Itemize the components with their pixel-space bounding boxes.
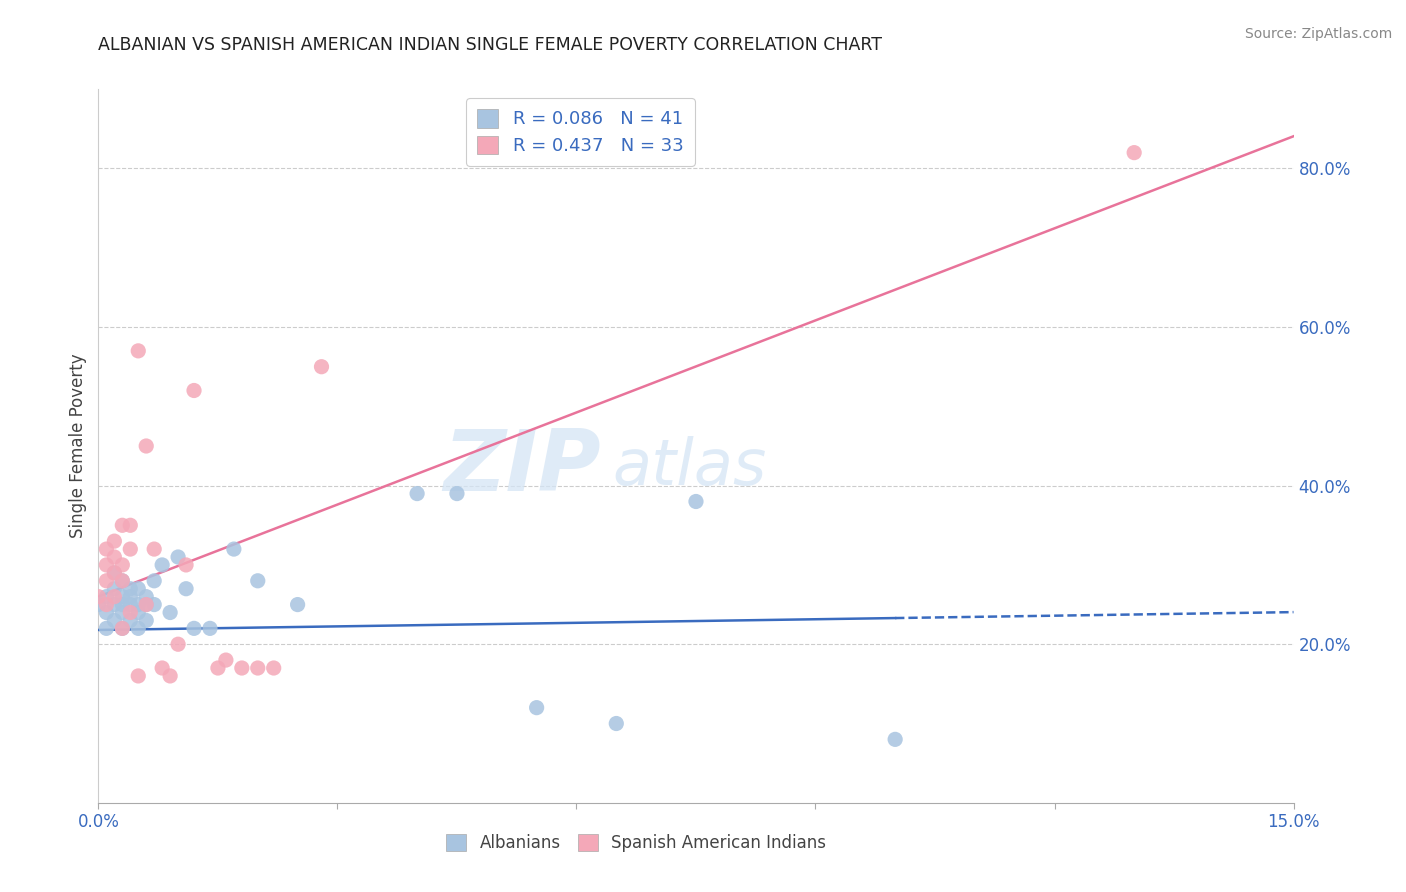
- Text: atlas: atlas: [613, 436, 766, 499]
- Point: [103, 614, 125, 628]
- Point: [96, 558, 118, 572]
- Point: [150, 661, 173, 675]
- Point: [198, 621, 221, 635]
- Point: [111, 606, 134, 620]
- Text: ALBANIAN VS SPANISH AMERICAN INDIAN SINGLE FEMALE POVERTY CORRELATION CHART: ALBANIAN VS SPANISH AMERICAN INDIAN SING…: [98, 36, 883, 54]
- Point: [87, 598, 110, 612]
- Point: [605, 716, 627, 731]
- Point: [135, 598, 157, 612]
- Point: [111, 621, 134, 635]
- Point: [135, 439, 157, 453]
- Point: [103, 534, 125, 549]
- Point: [111, 574, 134, 588]
- Point: [120, 582, 142, 596]
- Text: ZIP: ZIP: [443, 425, 600, 509]
- Point: [246, 661, 269, 675]
- Point: [287, 598, 309, 612]
- Point: [150, 558, 173, 572]
- Point: [174, 558, 197, 572]
- Point: [103, 582, 125, 596]
- Point: [111, 518, 134, 533]
- Point: [406, 486, 429, 500]
- Point: [96, 598, 118, 612]
- Point: [135, 614, 157, 628]
- Point: [87, 590, 110, 604]
- Point: [111, 590, 134, 604]
- Point: [884, 732, 907, 747]
- Point: [103, 549, 125, 564]
- Point: [127, 343, 149, 358]
- Point: [207, 661, 229, 675]
- Y-axis label: Single Female Poverty: Single Female Poverty: [69, 354, 87, 538]
- Point: [120, 606, 142, 620]
- Point: [1123, 145, 1146, 160]
- Point: [222, 542, 245, 557]
- Point: [183, 621, 205, 635]
- Point: [135, 590, 157, 604]
- Point: [120, 614, 142, 628]
- Point: [174, 582, 197, 596]
- Point: [263, 661, 285, 675]
- Point: [143, 542, 166, 557]
- Point: [103, 566, 125, 580]
- Point: [96, 542, 118, 557]
- Point: [127, 606, 149, 620]
- Point: [103, 566, 125, 580]
- Point: [143, 574, 166, 588]
- Point: [96, 574, 118, 588]
- Point: [167, 549, 190, 564]
- Point: [231, 661, 253, 675]
- Point: [120, 542, 142, 557]
- Point: [215, 653, 238, 667]
- Point: [120, 590, 142, 604]
- Text: Source: ZipAtlas.com: Source: ZipAtlas.com: [1244, 27, 1392, 41]
- Point: [120, 598, 142, 612]
- Point: [96, 621, 118, 635]
- Point: [127, 669, 149, 683]
- Point: [135, 598, 157, 612]
- Point: [167, 637, 190, 651]
- Point: [111, 598, 134, 612]
- Point: [111, 558, 134, 572]
- Point: [103, 598, 125, 612]
- Point: [120, 518, 142, 533]
- Point: [446, 486, 468, 500]
- Point: [246, 574, 269, 588]
- Point: [96, 606, 118, 620]
- Point: [127, 621, 149, 635]
- Point: [127, 598, 149, 612]
- Point: [96, 590, 118, 604]
- Point: [159, 606, 181, 620]
- Point: [127, 582, 149, 596]
- Point: [143, 598, 166, 612]
- Point: [159, 669, 181, 683]
- Point: [183, 384, 205, 398]
- Point: [685, 494, 707, 508]
- Point: [111, 574, 134, 588]
- Point: [111, 621, 134, 635]
- Point: [526, 700, 548, 714]
- Point: [103, 590, 125, 604]
- Point: [311, 359, 333, 374]
- Legend: Albanians, Spanish American Indians: Albanians, Spanish American Indians: [440, 827, 832, 859]
